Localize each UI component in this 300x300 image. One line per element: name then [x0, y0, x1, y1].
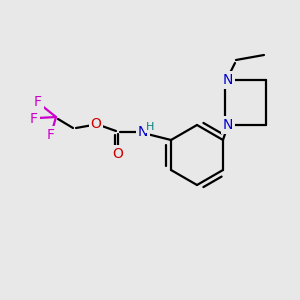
Text: F: F — [47, 128, 55, 142]
Text: F: F — [34, 95, 42, 109]
Text: N: N — [223, 73, 233, 87]
Text: N: N — [138, 125, 148, 139]
Text: H: H — [146, 122, 154, 132]
Text: N: N — [223, 118, 233, 132]
Text: F: F — [30, 112, 38, 126]
Text: O: O — [112, 147, 124, 161]
Text: O: O — [91, 117, 101, 131]
